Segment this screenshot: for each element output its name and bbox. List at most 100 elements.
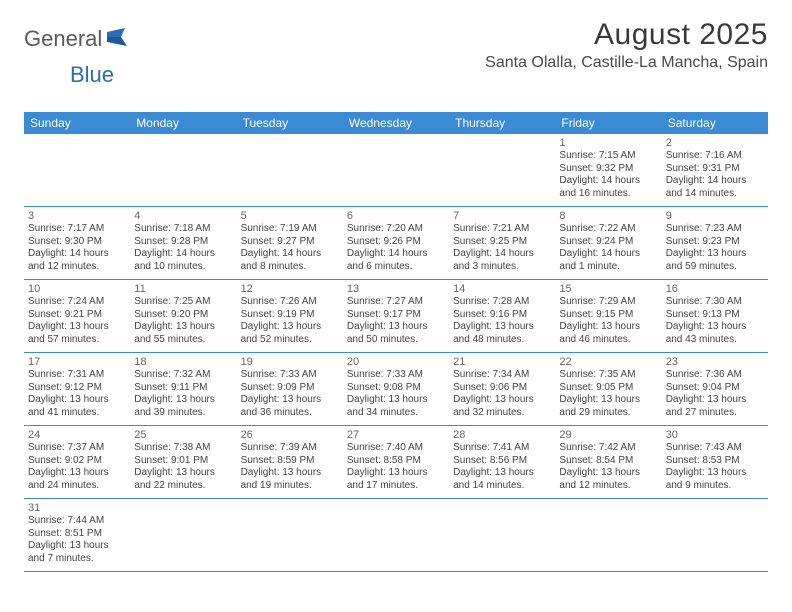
day-header: Thursday [449,112,555,134]
day-cell: 2Sunrise: 7:16 AMSunset: 9:31 PMDaylight… [662,134,768,206]
sunrise-line: Sunrise: 7:21 AM [453,223,551,236]
day-cell: 26Sunrise: 7:39 AMSunset: 8:59 PMDayligh… [237,426,343,498]
sunrise-line: Sunrise: 7:42 AM [559,442,657,455]
sunrise-line: Sunrise: 7:30 AM [666,296,764,309]
sunrise-line: Sunrise: 7:39 AM [241,442,339,455]
day-cell: 11Sunrise: 7:25 AMSunset: 9:20 PMDayligh… [130,280,236,352]
flag-icon [107,28,133,51]
sunrise-line: Sunrise: 7:34 AM [453,369,551,382]
day-cell: 23Sunrise: 7:36 AMSunset: 9:04 PMDayligh… [662,353,768,425]
day-cell: 25Sunrise: 7:38 AMSunset: 9:01 PMDayligh… [130,426,236,498]
daylight-line: Daylight: 14 hours and 8 minutes. [241,248,339,273]
sunrise-line: Sunrise: 7:36 AM [666,369,764,382]
day-number: 27 [347,429,445,441]
daylight-line: Daylight: 13 hours and 55 minutes. [134,321,232,346]
sunrise-line: Sunrise: 7:43 AM [666,442,764,455]
day-number: 8 [559,210,657,222]
daylight-line: Daylight: 13 hours and 43 minutes. [666,321,764,346]
day-number: 9 [666,210,764,222]
day-cell: 28Sunrise: 7:41 AMSunset: 8:56 PMDayligh… [449,426,555,498]
day-cell: 22Sunrise: 7:35 AMSunset: 9:05 PMDayligh… [555,353,661,425]
sunset-line: Sunset: 9:28 PM [134,236,232,249]
month-title: August 2025 [485,18,768,52]
empty-cell [130,499,236,571]
daylight-line: Daylight: 13 hours and 17 minutes. [347,467,445,492]
week-row: 31Sunrise: 7:44 AMSunset: 8:51 PMDayligh… [24,499,768,572]
day-number: 2 [666,137,764,149]
day-cell: 18Sunrise: 7:32 AMSunset: 9:11 PMDayligh… [130,353,236,425]
daylight-line: Daylight: 13 hours and 24 minutes. [28,467,126,492]
daylight-line: Daylight: 13 hours and 36 minutes. [241,394,339,419]
sunrise-line: Sunrise: 7:32 AM [134,369,232,382]
day-cell: 14Sunrise: 7:28 AMSunset: 9:16 PMDayligh… [449,280,555,352]
day-number: 18 [134,356,232,368]
day-number: 22 [559,356,657,368]
day-number: 19 [241,356,339,368]
day-cell: 12Sunrise: 7:26 AMSunset: 9:19 PMDayligh… [237,280,343,352]
sunset-line: Sunset: 9:19 PM [241,309,339,322]
daylight-line: Daylight: 13 hours and 59 minutes. [666,248,764,273]
day-number: 21 [453,356,551,368]
day-cell: 30Sunrise: 7:43 AMSunset: 8:53 PMDayligh… [662,426,768,498]
daylight-line: Daylight: 14 hours and 1 minute. [559,248,657,273]
day-number: 7 [453,210,551,222]
day-cell: 21Sunrise: 7:34 AMSunset: 9:06 PMDayligh… [449,353,555,425]
sunset-line: Sunset: 8:59 PM [241,455,339,468]
day-cell: 8Sunrise: 7:22 AMSunset: 9:24 PMDaylight… [555,207,661,279]
daylight-line: Daylight: 13 hours and 29 minutes. [559,394,657,419]
day-cell: 15Sunrise: 7:29 AMSunset: 9:15 PMDayligh… [555,280,661,352]
day-number: 25 [134,429,232,441]
day-number: 29 [559,429,657,441]
sunrise-line: Sunrise: 7:31 AM [28,369,126,382]
day-number: 28 [453,429,551,441]
week-row: 24Sunrise: 7:37 AMSunset: 9:02 PMDayligh… [24,426,768,499]
sunset-line: Sunset: 9:12 PM [28,382,126,395]
day-number: 30 [666,429,764,441]
day-number: 13 [347,283,445,295]
sunset-line: Sunset: 9:16 PM [453,309,551,322]
day-cell: 5Sunrise: 7:19 AMSunset: 9:27 PMDaylight… [237,207,343,279]
day-number: 1 [559,137,657,149]
daylight-line: Daylight: 13 hours and 34 minutes. [347,394,445,419]
sunrise-line: Sunrise: 7:24 AM [28,296,126,309]
day-cell: 1Sunrise: 7:15 AMSunset: 9:32 PMDaylight… [555,134,661,206]
sunset-line: Sunset: 9:01 PM [134,455,232,468]
sunset-line: Sunset: 9:20 PM [134,309,232,322]
sunrise-line: Sunrise: 7:22 AM [559,223,657,236]
day-number: 10 [28,283,126,295]
daylight-line: Daylight: 13 hours and 7 minutes. [28,540,126,565]
day-cell: 20Sunrise: 7:33 AMSunset: 9:08 PMDayligh… [343,353,449,425]
sunset-line: Sunset: 9:06 PM [453,382,551,395]
daylight-line: Daylight: 13 hours and 12 minutes. [559,467,657,492]
day-header: Tuesday [237,112,343,134]
sunset-line: Sunset: 8:53 PM [666,455,764,468]
day-number: 20 [347,356,445,368]
sunset-line: Sunset: 9:11 PM [134,382,232,395]
sunrise-line: Sunrise: 7:26 AM [241,296,339,309]
empty-cell [449,134,555,206]
empty-cell [237,499,343,571]
daylight-line: Daylight: 13 hours and 41 minutes. [28,394,126,419]
day-cell: 7Sunrise: 7:21 AMSunset: 9:25 PMDaylight… [449,207,555,279]
week-row: 17Sunrise: 7:31 AMSunset: 9:12 PMDayligh… [24,353,768,426]
sunrise-line: Sunrise: 7:40 AM [347,442,445,455]
logo-text-blue: Blue [70,62,114,87]
day-header: Sunday [24,112,130,134]
empty-cell [449,499,555,571]
day-number: 5 [241,210,339,222]
sunset-line: Sunset: 9:02 PM [28,455,126,468]
week-row: 1Sunrise: 7:15 AMSunset: 9:32 PMDaylight… [24,134,768,207]
daylight-line: Daylight: 13 hours and 32 minutes. [453,394,551,419]
daylight-line: Daylight: 13 hours and 57 minutes. [28,321,126,346]
sunset-line: Sunset: 8:58 PM [347,455,445,468]
sunset-line: Sunset: 9:30 PM [28,236,126,249]
day-cell: 10Sunrise: 7:24 AMSunset: 9:21 PMDayligh… [24,280,130,352]
daylight-line: Daylight: 13 hours and 22 minutes. [134,467,232,492]
sunset-line: Sunset: 9:32 PM [559,163,657,176]
sunrise-line: Sunrise: 7:23 AM [666,223,764,236]
day-cell: 17Sunrise: 7:31 AMSunset: 9:12 PMDayligh… [24,353,130,425]
day-number: 12 [241,283,339,295]
daylight-line: Daylight: 13 hours and 50 minutes. [347,321,445,346]
sunrise-line: Sunrise: 7:28 AM [453,296,551,309]
sunset-line: Sunset: 8:54 PM [559,455,657,468]
